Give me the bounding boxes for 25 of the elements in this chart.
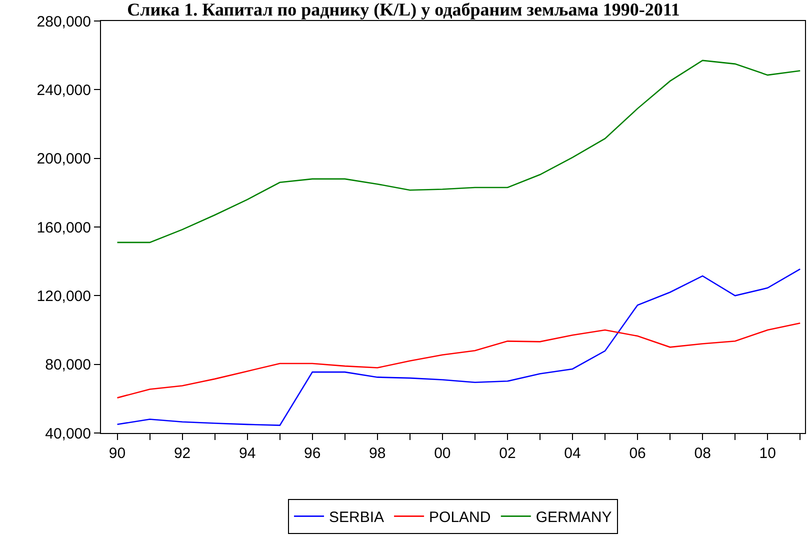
x-tick-label: 10: [759, 445, 776, 462]
x-tick-label: 04: [564, 445, 581, 462]
x-tick-label: 96: [304, 445, 321, 462]
y-tick-label: 80,000: [45, 356, 91, 374]
x-tick-label: 94: [238, 445, 256, 462]
legend-label: SERBIA: [329, 509, 384, 526]
x-tick-label: 02: [499, 445, 516, 462]
x-tick-label: 90: [108, 445, 126, 462]
y-tick-label: 200,000: [36, 150, 91, 168]
y-tick-label: 160,000: [36, 219, 91, 236]
y-tick-label: 280,000: [36, 13, 91, 30]
x-tick-label: 00: [434, 445, 451, 462]
x-tick-label: 06: [629, 445, 646, 462]
y-tick-label: 40,000: [45, 425, 91, 442]
y-tick-label: 120,000: [36, 288, 91, 305]
y-tick-label: 240,000: [36, 82, 91, 99]
x-tick-label: 08: [694, 445, 711, 462]
line-series: [116, 322, 801, 398]
line-series: [116, 60, 801, 244]
x-tick-label: 98: [369, 445, 386, 462]
legend-label: GERMANY: [536, 509, 612, 526]
line-series: [116, 268, 801, 426]
x-tick-label: 92: [174, 445, 191, 462]
legend-label: POLAND: [429, 509, 491, 526]
chart-title: Слика 1. Капитал по раднику (K/L) у одабраним земљама 1990-2011: [127, 0, 680, 20]
